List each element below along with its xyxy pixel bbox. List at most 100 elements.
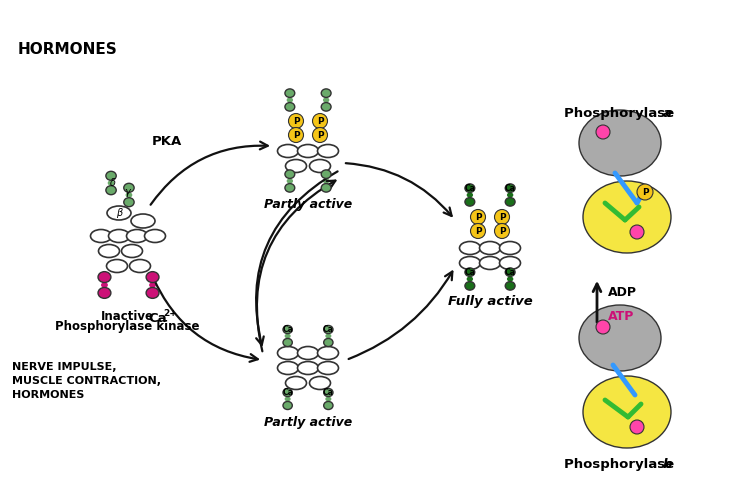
Ellipse shape <box>106 186 116 195</box>
Text: P: P <box>499 227 506 236</box>
Ellipse shape <box>98 271 111 282</box>
Ellipse shape <box>285 89 295 97</box>
Ellipse shape <box>459 256 481 269</box>
Ellipse shape <box>321 170 331 179</box>
Text: P: P <box>317 116 324 126</box>
Text: Ca: Ca <box>505 267 516 276</box>
Ellipse shape <box>323 179 329 184</box>
Text: Inactive: Inactive <box>100 310 153 323</box>
Ellipse shape <box>325 333 332 338</box>
Text: P: P <box>293 131 299 140</box>
Circle shape <box>288 113 304 129</box>
Text: γ: γ <box>124 187 130 197</box>
Text: P: P <box>499 213 506 222</box>
Text: Fully active: Fully active <box>447 295 532 308</box>
Text: Ca: Ca <box>464 267 475 276</box>
Text: Ca: Ca <box>323 388 334 397</box>
Ellipse shape <box>106 171 116 180</box>
Ellipse shape <box>298 361 318 375</box>
Text: δ: δ <box>110 178 116 188</box>
Text: ADP: ADP <box>608 285 637 298</box>
Ellipse shape <box>480 242 500 254</box>
Ellipse shape <box>283 338 293 346</box>
Ellipse shape <box>321 89 331 97</box>
Text: P: P <box>475 213 481 222</box>
Text: PKA: PKA <box>152 135 182 148</box>
Ellipse shape <box>285 170 295 179</box>
Text: Ca: Ca <box>464 184 475 193</box>
Circle shape <box>495 224 509 239</box>
Ellipse shape <box>108 180 114 186</box>
Ellipse shape <box>465 281 475 290</box>
Text: Phosphorylase: Phosphorylase <box>564 458 678 471</box>
Ellipse shape <box>101 282 108 288</box>
Circle shape <box>495 210 509 225</box>
Ellipse shape <box>144 230 166 243</box>
Ellipse shape <box>285 377 307 390</box>
Text: NERVE IMPULSE,
MUSCLE CONTRACTION,
HORMONES: NERVE IMPULSE, MUSCLE CONTRACTION, HORMO… <box>12 362 161 400</box>
Text: P: P <box>642 188 649 197</box>
Ellipse shape <box>500 242 520 254</box>
Text: Phosphorylase: Phosphorylase <box>564 107 678 120</box>
Circle shape <box>312 128 327 143</box>
Ellipse shape <box>285 184 295 192</box>
Ellipse shape <box>480 256 500 269</box>
Ellipse shape <box>127 230 147 243</box>
Ellipse shape <box>318 145 338 158</box>
Text: Ca: Ca <box>282 325 293 334</box>
Ellipse shape <box>323 97 329 103</box>
Ellipse shape <box>146 287 159 298</box>
Ellipse shape <box>467 193 473 198</box>
Ellipse shape <box>298 145 318 158</box>
Ellipse shape <box>506 184 515 193</box>
Text: Ca: Ca <box>148 312 167 325</box>
Ellipse shape <box>287 179 293 184</box>
Text: Ca: Ca <box>505 184 516 193</box>
Text: Partly active: Partly active <box>264 416 352 429</box>
Ellipse shape <box>149 282 156 288</box>
Ellipse shape <box>506 281 515 290</box>
Ellipse shape <box>285 103 295 111</box>
Ellipse shape <box>107 206 131 220</box>
Ellipse shape <box>318 346 338 359</box>
Ellipse shape <box>324 325 333 333</box>
Ellipse shape <box>91 230 111 243</box>
Text: HORMONES: HORMONES <box>18 42 118 57</box>
Ellipse shape <box>125 192 133 198</box>
Ellipse shape <box>278 346 298 359</box>
Circle shape <box>596 125 610 139</box>
Ellipse shape <box>283 401 293 410</box>
Text: ATP: ATP <box>608 309 635 322</box>
Ellipse shape <box>506 268 515 276</box>
Ellipse shape <box>321 184 331 192</box>
Text: Ca: Ca <box>282 388 293 397</box>
Ellipse shape <box>467 276 473 281</box>
Text: Partly active: Partly active <box>264 198 352 211</box>
Circle shape <box>637 184 653 200</box>
Circle shape <box>596 320 610 334</box>
Ellipse shape <box>507 276 514 281</box>
Ellipse shape <box>507 193 514 198</box>
Ellipse shape <box>98 287 111 298</box>
Circle shape <box>470 210 486 225</box>
Circle shape <box>470 224 486 239</box>
Circle shape <box>630 420 644 434</box>
Ellipse shape <box>99 245 119 257</box>
Ellipse shape <box>107 259 128 272</box>
Ellipse shape <box>287 97 293 103</box>
Circle shape <box>288 128 304 143</box>
Ellipse shape <box>284 397 290 401</box>
Text: P: P <box>475 227 481 236</box>
Ellipse shape <box>459 242 481 254</box>
Ellipse shape <box>465 184 475 193</box>
Ellipse shape <box>321 103 331 111</box>
Text: β: β <box>116 208 122 218</box>
Ellipse shape <box>310 160 330 173</box>
Text: Phosphorylase kinase: Phosphorylase kinase <box>55 320 199 333</box>
Ellipse shape <box>579 110 661 176</box>
Ellipse shape <box>583 181 671 253</box>
Text: 2+: 2+ <box>163 309 177 318</box>
Ellipse shape <box>324 388 333 397</box>
Ellipse shape <box>284 333 290 338</box>
Ellipse shape <box>130 259 150 272</box>
